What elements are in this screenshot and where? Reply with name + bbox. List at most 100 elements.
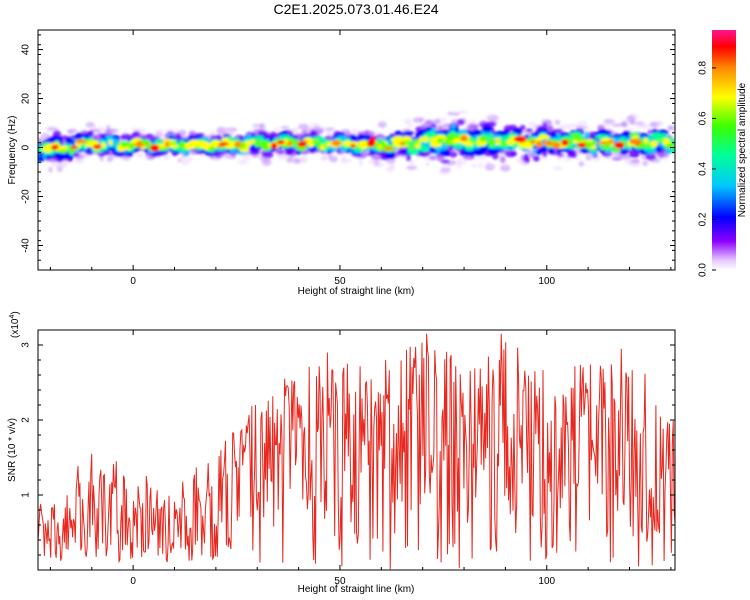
spectrogram-cell (481, 125, 493, 133)
spectrogram-cell (512, 127, 523, 135)
spectrogram-cell (424, 142, 432, 148)
spectrogram-cell (555, 132, 561, 139)
spectrogram-cell (469, 123, 479, 129)
spectrogram-cell (385, 165, 394, 173)
colorbar: 0.0 0.2 0.4 0.6 0.8 Normalized spectral ampl… (698, 30, 748, 277)
spectrogram-cell (435, 118, 441, 124)
spectrogram-cell (350, 134, 356, 141)
spectrogram-cell (594, 135, 603, 139)
spectrogram-panel: 0 50 100 40 20 0 -20 -40 Height of straight lin… (7, 29, 676, 297)
spectrogram-cell (297, 123, 309, 130)
spectrogram-cell (670, 147, 675, 154)
spectrogram-cell (406, 144, 416, 150)
spectrogram-cell (554, 119, 561, 125)
spectrogram-cell (447, 111, 452, 116)
spectrogram-cell (358, 140, 367, 145)
spectrogram-cell (665, 149, 673, 155)
spectrogram-cell (572, 135, 580, 141)
spectrogram-cell (385, 152, 394, 160)
spectrogram-cell (377, 144, 383, 150)
spectrogram-cell (600, 130, 611, 136)
spectrogram-cell (92, 125, 97, 131)
spectrogram-cell (85, 121, 95, 128)
spectrogram-cell (403, 118, 413, 125)
spectrogram-cell (219, 142, 229, 146)
spectrogram-x-tick-label: 100 (538, 276, 555, 287)
spectrogram-cell (547, 124, 554, 132)
spectrogram-cell (408, 160, 415, 165)
spectrogram-cell (312, 139, 317, 145)
spectrogram-cell (629, 161, 641, 167)
spectrogram-cell (407, 148, 419, 155)
spectrogram-ticks: 0 50 100 40 20 0 -20 -40 (21, 30, 675, 287)
spectrogram-cell (97, 126, 106, 133)
spectrogram-cell (113, 150, 126, 156)
colorbar-tick-label: 0.2 (698, 212, 709, 226)
spectrogram-cell (528, 121, 537, 128)
spectrogram-cell (249, 139, 256, 144)
spectrogram-cell (129, 139, 141, 144)
spectrogram-cell (597, 141, 609, 145)
spectrogram-cell (549, 132, 557, 138)
spectrogram-cell (430, 143, 439, 148)
spectrogram-cell (614, 141, 625, 149)
spectrogram-cell (471, 163, 477, 168)
spectrogram-cell (97, 151, 106, 157)
colorbar-tick-label: 0.8 (698, 61, 709, 75)
spectrogram-cell (642, 160, 649, 167)
spectrogram-cell (320, 144, 326, 151)
spectrogram-cell (637, 144, 646, 149)
spectrogram-cell (341, 156, 346, 164)
spectrogram-cell (489, 114, 494, 121)
spectrogram-cell (51, 162, 62, 168)
spectrogram-cell (155, 138, 162, 146)
spectrogram-cell (168, 144, 179, 149)
spectrogram-cell (451, 124, 456, 130)
spectrogram-cell (289, 155, 294, 159)
spectrogram-cell (104, 152, 114, 156)
spectrogram-cell (529, 153, 536, 158)
spectrogram-cell (133, 142, 146, 147)
spectrogram-cell (274, 126, 280, 132)
spectrogram-cell (189, 134, 194, 141)
spectrogram-blobs (38, 110, 675, 175)
spectrogram-cell (234, 140, 242, 148)
snr-y-axis-label: SNR (10 * v/v) (7, 418, 18, 482)
spectrogram-cell (450, 112, 461, 116)
spectrogram-cell (128, 142, 135, 150)
spectrogram-cell (275, 149, 281, 155)
spectrogram-cell (552, 142, 561, 149)
spectrogram-cell (646, 149, 653, 155)
spectrogram-y-tick-label: 0 (21, 144, 32, 150)
spectrogram-cell (457, 119, 465, 126)
spectrogram-cell (526, 128, 533, 132)
spectrogram-cell (352, 152, 362, 157)
spectrogram-y-tick-label: 20 (21, 93, 32, 105)
spectrogram-cell (415, 132, 421, 139)
spectrogram-cell (623, 130, 631, 136)
spectrogram-cell (75, 135, 82, 141)
snr-y-tick-label: 2 (21, 417, 32, 423)
spectrogram-cell (144, 133, 154, 139)
spectrogram-cell (300, 154, 308, 163)
spectrogram-x-tick-label: 0 (130, 276, 136, 287)
spectrogram-cell (50, 135, 56, 142)
spectrogram-cell (645, 143, 651, 148)
spectrogram-cell (578, 161, 585, 167)
spectrogram-cell (439, 144, 448, 151)
spectrogram-cell (130, 127, 142, 132)
spectrogram-cell (399, 141, 405, 146)
spectrogram-cell (556, 153, 564, 157)
spectrogram-cell (449, 151, 458, 158)
spectrogram-cell (618, 153, 629, 158)
spectrogram-y-axis-label: Frequency (Hz) (7, 116, 18, 185)
spectrogram-cell (469, 119, 476, 125)
spectrogram-cell (383, 146, 394, 151)
spectrogram-cell (608, 139, 614, 144)
spectrogram-cell (308, 141, 314, 148)
spectrogram-cell (437, 125, 443, 132)
snr-y-tick-label: 3 (21, 342, 32, 348)
spectrogram-cell (198, 140, 207, 149)
spectrogram-cell (572, 139, 579, 144)
spectrogram-cell (479, 135, 489, 142)
